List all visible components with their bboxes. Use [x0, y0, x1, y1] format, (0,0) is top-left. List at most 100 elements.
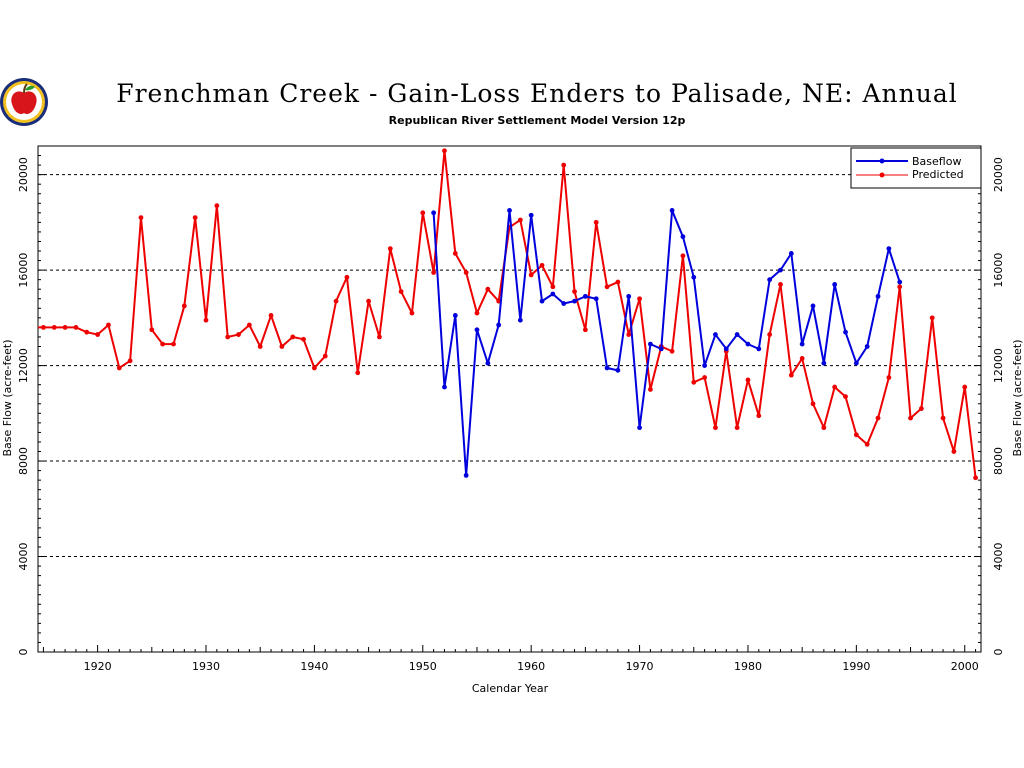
predicted-segment-1923	[129, 217, 142, 361]
predicted-segment-1984	[790, 357, 803, 376]
predicted-segment-1928	[183, 217, 197, 307]
predicted-point-1923	[127, 358, 133, 364]
x-axis-label: Calendar Year	[472, 682, 549, 695]
axes: 1920 1930 1940 1950 1960 1970 1980 1990 20000 040…	[17, 145, 1005, 673]
predicted-segment-1950	[421, 212, 435, 273]
x-tick-label-1930: 1930	[192, 660, 220, 673]
predicted-point-1993	[886, 375, 892, 380]
predicted-segment-1921	[107, 324, 121, 369]
baseflow-segment-1956	[486, 324, 500, 364]
baseflow-segment-1955	[476, 329, 489, 364]
legend: Baseflow Predicted	[850, 147, 982, 189]
predicted-segment-1942	[335, 276, 348, 302]
predicted-segment-1949	[410, 212, 424, 314]
predicted-point-1977	[713, 425, 718, 431]
legend-baseflow-label: Baseflow	[912, 155, 961, 168]
x-tick-label-1980: 1980	[734, 660, 762, 673]
baseflow-point-1994	[897, 279, 903, 285]
gridlines	[38, 174, 981, 558]
baseflow-segment-1979	[736, 333, 749, 345]
predicted-point-1962	[550, 284, 556, 290]
predicted-segment-1995	[909, 407, 923, 419]
predicted-point-1916	[51, 324, 57, 330]
x-tick-label-1940: 1940	[300, 660, 328, 673]
predicted-segment-1999	[952, 386, 966, 452]
predicted-point-1963	[561, 162, 567, 168]
predicted-segment-1963	[562, 165, 576, 292]
predicted-segment-1937	[281, 336, 294, 348]
predicted-segment-1925	[151, 329, 164, 345]
baseflow-segment-1975	[692, 277, 706, 366]
baseflow-point-1991	[864, 344, 870, 349]
predicted-point-1995	[908, 415, 913, 421]
baseflow-segment-1970	[638, 343, 652, 428]
predicted-segment-2000	[963, 386, 977, 478]
predicted-segment-1998	[942, 417, 955, 452]
predicted-segment-1954	[465, 272, 478, 314]
baseflow-segment-1988	[833, 284, 847, 333]
predicted-segment-1997	[931, 317, 945, 419]
predicted-segment-1934	[248, 324, 262, 347]
predicted-point-1918	[73, 324, 79, 330]
baseflow-point-1961	[539, 298, 545, 304]
baseflow-point-1976	[702, 363, 708, 368]
baseflow-point-1963	[561, 301, 567, 306]
predicted-segment-1940	[313, 355, 326, 369]
series	[38, 148, 978, 481]
predicted-point-1984	[788, 372, 794, 378]
predicted-point-2001	[973, 475, 978, 481]
y-tick-label-left-4000: 4000	[17, 543, 30, 571]
predicted-segment-1988	[834, 386, 847, 398]
predicted-segment-1941	[324, 300, 338, 357]
predicted-point-1943	[344, 274, 350, 280]
predicted-point-1922	[116, 365, 122, 371]
predicted-point-1929	[192, 215, 198, 221]
legend-predicted-marker	[879, 172, 885, 178]
predicted-segment-1959	[519, 219, 533, 276]
predicted-point-1967	[604, 284, 610, 290]
predicted-segment-1980	[747, 379, 760, 416]
predicted-point-1950	[420, 210, 426, 216]
predicted-point-1970	[637, 296, 642, 302]
predicted-point-1937	[279, 344, 285, 349]
baseflow-segment-1952	[443, 315, 457, 388]
predicted-point-1976	[702, 375, 708, 380]
baseflow-segment-1986	[812, 305, 825, 364]
predicted-segment-1936	[270, 315, 283, 347]
predicted-point-1973	[669, 348, 675, 354]
predicted-point-1987	[821, 425, 827, 431]
apple-logo	[0, 78, 48, 126]
predicted-segment-1987	[822, 386, 836, 428]
predicted-point-1930	[203, 317, 209, 323]
predicted-segment-1953	[454, 252, 468, 273]
baseflow-segment-1977	[714, 333, 728, 350]
predicted-segment-1946	[378, 248, 392, 338]
predicted-point-1990	[853, 432, 859, 438]
y-tick-label-right-8000: 8000	[992, 447, 1005, 475]
x-tick-label-1970: 1970	[626, 660, 654, 673]
predicted-point-1992	[875, 415, 881, 421]
predicted-segment-1982	[768, 284, 782, 335]
predicted-point-1925	[149, 327, 155, 333]
predicted-segment-1989	[844, 396, 858, 436]
predicted-segment-1947	[389, 248, 403, 292]
predicted-point-1985	[799, 356, 805, 361]
baseflow-segment-1984	[790, 253, 804, 345]
baseflow-point-1978	[723, 346, 729, 352]
predicted-segment-1962	[551, 165, 565, 287]
predicted-segment-1976	[703, 377, 717, 428]
predicted-segment-1935	[259, 315, 272, 347]
legend-box	[850, 147, 982, 189]
predicted-segment-1961	[541, 264, 554, 288]
predicted-segment-1973	[671, 255, 684, 352]
y-tick-label-left-8000: 8000	[17, 447, 30, 475]
baseflow-segment-1953	[454, 315, 468, 476]
baseflow-segment-1985	[801, 305, 814, 345]
predicted-point-1986	[810, 401, 816, 407]
predicted-point-1981	[756, 413, 762, 419]
chart-title: Frenchman Creek - Gain-Loss Enders to Pa…	[116, 79, 957, 108]
predicted-point-1938	[290, 334, 296, 340]
predicted-segment-1930	[205, 205, 218, 321]
predicted-point-1996	[918, 406, 924, 411]
predicted-point-1974	[680, 253, 686, 259]
